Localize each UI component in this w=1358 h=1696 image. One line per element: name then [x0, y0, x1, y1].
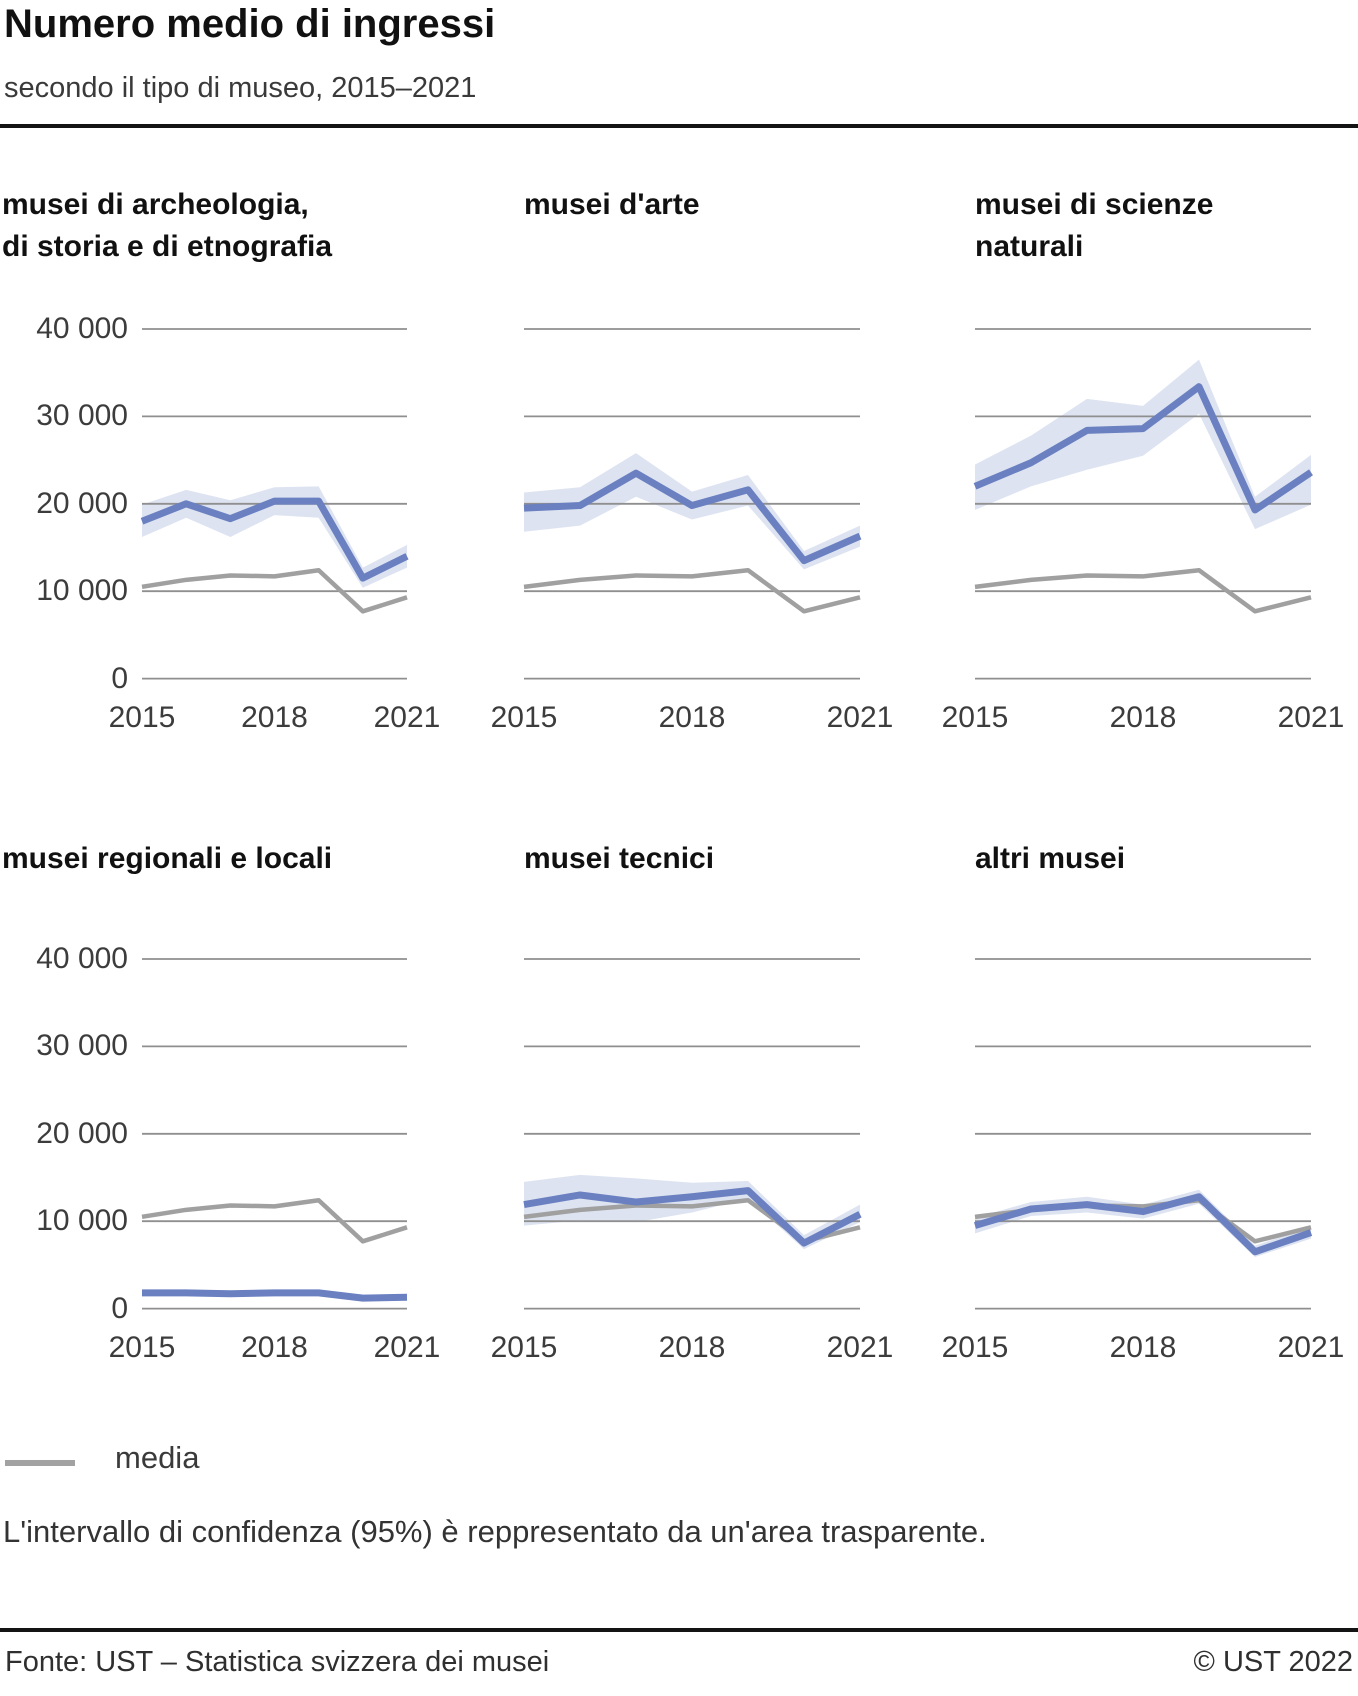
chart-panel [973, 328, 1313, 680]
confidence-band [975, 359, 1311, 530]
x-axis-tick-label: 2021 [373, 1331, 441, 1364]
chart-title-line: musei di scienze [975, 188, 1214, 221]
x-axis-tick-label: 2018 [658, 1331, 726, 1364]
chart-title: musei tecnici [524, 838, 714, 880]
series-line [523, 1187, 862, 1247]
series-line [523, 469, 862, 565]
media-line [974, 567, 1312, 614]
chart-title-line: naturali [975, 230, 1084, 263]
x-axis-tick-label: 2018 [1109, 1331, 1177, 1364]
x-axis-tick-label: 2021 [826, 701, 894, 734]
chart-title-line: musei regionali e locali [2, 842, 333, 875]
x-axis-tick-label: 2018 [241, 1331, 308, 1364]
x-axis-tick-label: 2015 [941, 1331, 1009, 1364]
confidence-band [524, 1174, 860, 1250]
x-axis-tick-label: 2018 [1109, 701, 1177, 734]
y-axis-tick-label: 20 000 [36, 486, 128, 520]
x-axis-tick-label: 2015 [941, 701, 1009, 734]
x-axis-tick-label: 2021 [1277, 701, 1345, 734]
x-axis-tick-label: 2015 [108, 701, 176, 734]
y-axis-tick-label: 20 000 [36, 1116, 128, 1150]
media-line [523, 567, 861, 614]
media-line [141, 1197, 408, 1244]
y-axis-tick-label: 30 000 [36, 399, 128, 433]
chart-title: musei di scienze naturali [975, 184, 1213, 268]
y-axis-tick-label: 0 [111, 661, 128, 695]
y-axis-tick-label: 0 [111, 1291, 128, 1325]
confidence-band [524, 453, 860, 570]
series-line [974, 1193, 1313, 1256]
chart-title-line: musei d'arte [524, 188, 700, 221]
y-axis-tick-label: 10 000 [36, 1204, 128, 1238]
chart-panel [974, 958, 1313, 1310]
x-axis-tick-label: 2021 [373, 701, 441, 734]
y-axis-tick-label: 40 000 [36, 312, 128, 345]
x-axis-tick-label: 2015 [490, 701, 558, 734]
chart-title-line: musei di archeologia, [2, 188, 309, 221]
chart-panel [523, 328, 862, 680]
chart-title-line: di storia e di etnografia [2, 230, 333, 263]
x-axis-tick-label: 2021 [1277, 1331, 1345, 1364]
chart-title-line: musei tecnici [524, 842, 715, 875]
media-line-swatch [5, 1460, 75, 1466]
y-axis-tick-label: 30 000 [36, 1029, 128, 1063]
chart-panel [141, 958, 408, 1310]
page-title: Numero medio di ingressi [4, 2, 496, 46]
series-line [973, 383, 1313, 514]
chart-title: musei d'arte [524, 184, 700, 226]
x-axis-tick-label: 2015 [108, 1331, 176, 1364]
chart-title: altri musei [975, 838, 1125, 880]
page-subtitle: secondo il tipo di museo, 2015–2021 [4, 72, 477, 104]
source-text: Fonte: UST – Statistica svizzera dei mus… [5, 1646, 550, 1678]
legend: media [0, 1440, 1358, 1486]
x-axis-tick-label: 2018 [241, 701, 308, 734]
top-divider [0, 124, 1358, 128]
chart-title: musei regionali e locali [2, 838, 332, 880]
x-axis-tick-label: 2021 [826, 1331, 894, 1364]
footer: Fonte: UST – Statistica svizzera dei mus… [0, 1646, 1358, 1679]
series-line [142, 1289, 408, 1302]
x-axis-tick-label: 2015 [490, 1331, 558, 1364]
confidence-note: L'intervallo di confidenza (95%) è reppr… [3, 1514, 987, 1549]
chart-title-line: altri musei [975, 842, 1126, 875]
y-axis-tick-label: 10 000 [36, 574, 128, 608]
bottom-divider [0, 1628, 1358, 1632]
series-line [140, 497, 409, 582]
chart-title: musei di archeologia, di storia e di etno… [2, 184, 332, 268]
chart-panel [140, 328, 409, 680]
media-legend-label: media [115, 1440, 200, 1475]
media-line [141, 567, 408, 614]
y-axis-tick-label: 40 000 [36, 942, 128, 975]
x-axis-tick-label: 2018 [658, 701, 726, 734]
copyright-text: © UST 2022 [1193, 1646, 1353, 1678]
chart-panel [523, 958, 862, 1310]
